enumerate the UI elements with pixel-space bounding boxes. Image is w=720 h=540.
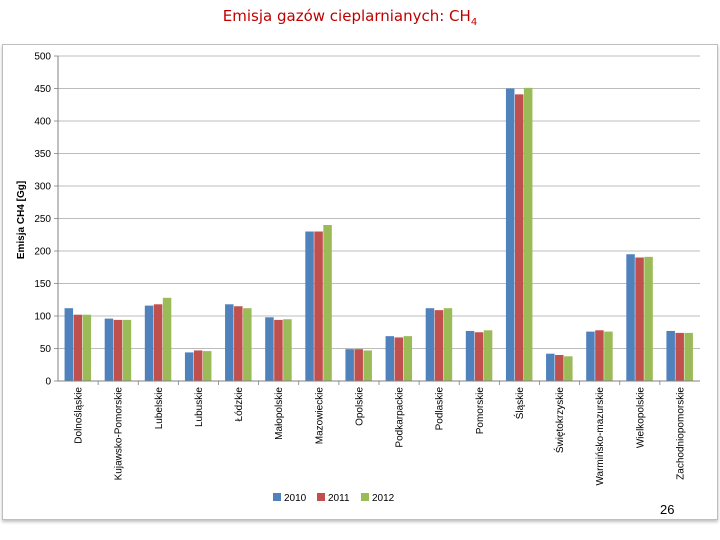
bar [434, 310, 444, 381]
category-label: Świętokrzyskie [553, 387, 566, 454]
bar [684, 332, 693, 381]
y-tick-label: 100 [34, 312, 51, 323]
bar [505, 88, 515, 381]
y-tick-label: 200 [34, 247, 51, 258]
page-number: 26 [660, 502, 675, 517]
bar [153, 304, 163, 381]
bar [635, 257, 644, 381]
bar [483, 330, 493, 381]
bar [243, 308, 252, 381]
bar [523, 87, 533, 381]
category-label: Łódzkie [234, 387, 245, 422]
y-tick-label: 350 [34, 149, 51, 160]
bar [64, 308, 74, 381]
bar [385, 336, 395, 381]
legend-label: 2012 [372, 493, 395, 504]
bar [644, 256, 653, 381]
bar [122, 319, 132, 381]
bar [425, 308, 435, 381]
bar [564, 356, 573, 381]
y-tick-label: 50 [40, 344, 52, 355]
category-label: Lubuskie [194, 387, 205, 427]
y-tick-label: 250 [34, 214, 51, 225]
bar [202, 351, 212, 381]
bar [675, 332, 684, 381]
bar [305, 231, 314, 381]
bar [184, 352, 194, 381]
bar [666, 330, 675, 381]
y-tick-label: 500 [34, 52, 51, 63]
category-label: Kujawsko-Pomorskie [114, 387, 125, 481]
slide-title-main: Emisja gazów cieplarnianych: CH [222, 7, 471, 25]
y-axis-ticks: 0 50 100 150 200 250 300 350 400 450 500 [34, 52, 51, 388]
bar [274, 319, 283, 381]
bar [626, 254, 635, 381]
bar [394, 337, 404, 381]
category-label: Opolskie [354, 387, 365, 426]
category-label: Zachodniopomorskie [675, 387, 686, 480]
bar [323, 225, 332, 381]
bar [144, 305, 154, 381]
bar [354, 349, 363, 381]
bar [586, 331, 595, 381]
bar [604, 331, 613, 381]
legend-label: 2011 [328, 493, 350, 504]
category-label: Śląskie [513, 387, 526, 420]
bar [443, 308, 453, 381]
y-tick-label: 150 [34, 279, 51, 290]
category-label: Podlaskie [435, 387, 446, 431]
bar [595, 330, 604, 381]
category-label: Małopolskie [274, 387, 285, 440]
bar [514, 94, 524, 381]
gridlines [54, 55, 700, 382]
bar [73, 314, 83, 381]
axes [57, 56, 700, 385]
bar [403, 336, 413, 381]
bar [162, 297, 172, 381]
category-label: Wielkopolskie [635, 387, 646, 449]
bar [314, 231, 323, 381]
category-labels: Dolnośląskie Kujawsko-Pomorskie Lubelskie L… [74, 387, 687, 486]
legend-swatch [361, 493, 369, 501]
y-tick-label: 400 [34, 117, 51, 128]
legend-label: 2010 [284, 493, 307, 504]
category-label: Warmińsko-mazurskie [595, 387, 606, 486]
legend-swatch [317, 493, 325, 501]
bar [555, 355, 564, 381]
y-tick-label: 450 [34, 84, 51, 95]
y-axis-label: Emisja CH4 [Gg] [16, 181, 27, 259]
bar [546, 353, 555, 381]
category-label: Dolnośląskie [74, 387, 85, 444]
bar [363, 350, 372, 381]
slide-title-subscript: 4 [470, 17, 478, 28]
slide-title: Emisja gazów cieplarnianych: CH4 [0, 7, 700, 28]
bar [113, 319, 123, 381]
bar [225, 304, 234, 381]
chart-frame [2, 44, 718, 520]
bar [283, 319, 292, 381]
y-tick-label: 0 [45, 377, 51, 388]
y-tick-label: 300 [34, 182, 51, 193]
bar [82, 314, 92, 381]
bar [193, 350, 203, 381]
legend-swatch [273, 493, 281, 501]
bars [64, 87, 693, 381]
category-label: Podkarpackie [395, 387, 406, 448]
category-label: Pomorskie [475, 387, 486, 435]
bar [265, 317, 274, 381]
category-label: Mazowieckie [314, 387, 325, 445]
category-label: Lubelskie [154, 387, 165, 430]
bar [234, 306, 243, 381]
bar [104, 318, 114, 381]
legend: 2010 2011 2012 [273, 493, 395, 504]
bar [345, 349, 354, 381]
bar [465, 330, 475, 381]
bar [474, 332, 484, 381]
